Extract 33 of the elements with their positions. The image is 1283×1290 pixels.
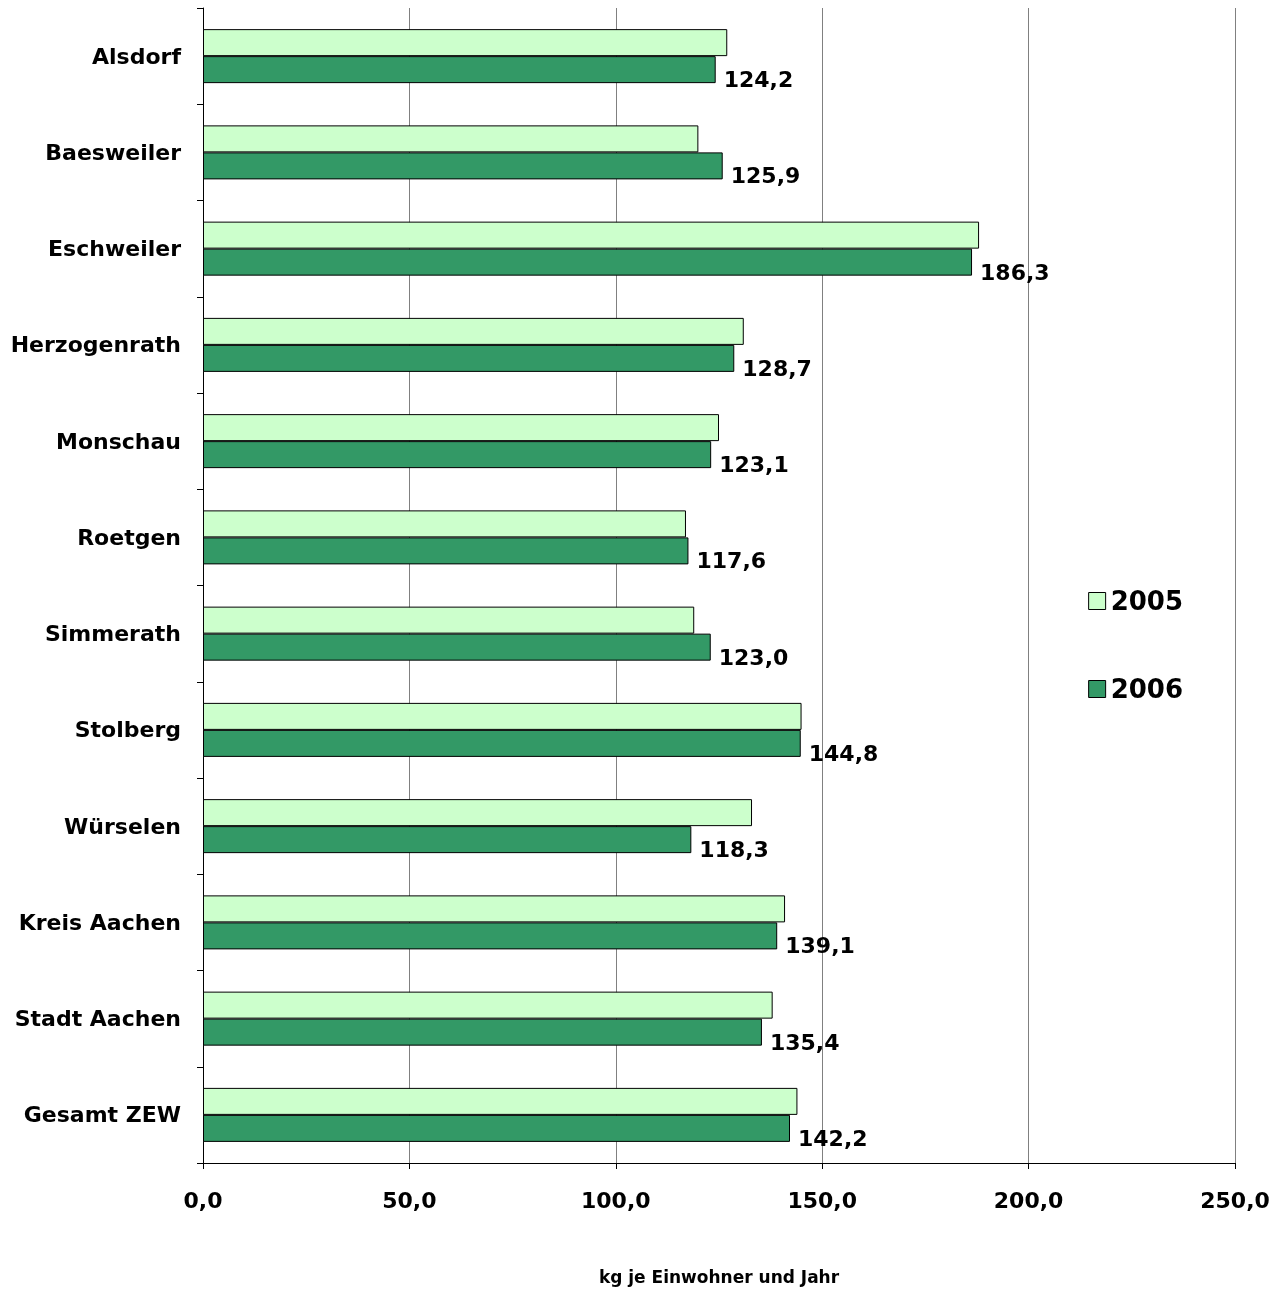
x-tick-label: 250,0 <box>1200 1187 1270 1213</box>
legend-label: 2005 <box>1110 586 1184 616</box>
y-tick-label: Baesweiler <box>45 139 182 165</box>
x-axis-title: kg je Einwohner und Jahr <box>598 1266 840 1287</box>
x-tick-label: 100,0 <box>581 1187 651 1213</box>
y-tick-label: Gesamt ZEW <box>23 1102 181 1128</box>
legend-label: 2006 <box>1110 674 1184 704</box>
y-tick-label: Würselen <box>64 813 181 839</box>
data-label: 144,8 <box>808 740 879 766</box>
data-label: 123,0 <box>718 644 789 670</box>
y-tick-label: Alsdorf <box>92 43 182 69</box>
x-tick-label: 0,0 <box>183 1187 223 1213</box>
data-label: 186,3 <box>980 259 1050 285</box>
y-tick-label: Herzogenrath <box>10 332 181 358</box>
y-tick-label: Stolberg <box>74 717 181 743</box>
x-tick-label: 200,0 <box>993 1187 1064 1213</box>
y-tick-label: Roetgen <box>77 524 181 550</box>
data-label: 124,2 <box>723 67 794 93</box>
y-tick-label: Eschweiler <box>48 236 182 262</box>
y-tick-label: Monschau <box>56 428 181 454</box>
data-label: 123,1 <box>719 452 789 478</box>
y-tick-label: Simmerath <box>44 621 181 647</box>
data-label: 142,2 <box>798 1125 868 1151</box>
data-label: 135,4 <box>769 1029 840 1055</box>
data-label: 125,9 <box>730 163 801 189</box>
data-label: 118,3 <box>699 837 769 863</box>
x-tick-label: 150,0 <box>787 1187 857 1213</box>
data-label: 128,7 <box>742 355 812 381</box>
data-label: 117,6 <box>696 548 767 574</box>
y-tick-label: Stadt Aachen <box>14 1006 181 1032</box>
data-label: 139,1 <box>785 933 855 959</box>
y-tick-label: Kreis Aachen <box>18 909 181 935</box>
x-tick-label: 50,0 <box>382 1187 437 1213</box>
